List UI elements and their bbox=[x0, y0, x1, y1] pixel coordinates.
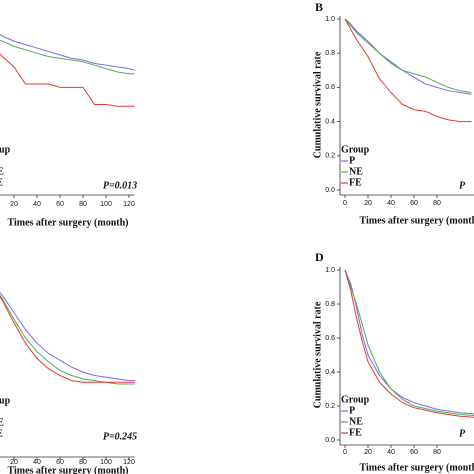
survival-curve bbox=[344, 18, 472, 123]
y-tick-label: 0.2 bbox=[325, 153, 335, 160]
x-tick-label: 100 bbox=[100, 459, 112, 466]
survival-curve bbox=[344, 269, 474, 415]
legend-title: Group bbox=[0, 144, 11, 155]
y-tick-label: 0.8 bbox=[325, 301, 335, 308]
legend-label: FE bbox=[349, 427, 362, 438]
x-tick-label: 80 bbox=[433, 200, 441, 207]
x-tick-label: 20 bbox=[364, 449, 372, 456]
x-tick-label: 40 bbox=[387, 449, 395, 456]
p-value: P bbox=[459, 180, 466, 191]
x-tick-label: 80 bbox=[79, 201, 87, 208]
legend-label: FE bbox=[0, 428, 3, 439]
legend-label: P bbox=[349, 155, 355, 166]
y-tick-label: 0.6 bbox=[325, 335, 335, 342]
survival-curve bbox=[0, 294, 135, 385]
legend-label: NE bbox=[0, 166, 4, 177]
survival-curve bbox=[344, 269, 474, 417]
y-tick-label: 0.0 bbox=[325, 437, 335, 444]
survival-curve bbox=[0, 34, 135, 71]
survival-curve bbox=[344, 18, 472, 94]
survival-curve bbox=[0, 53, 135, 107]
y-axis-title: Cumulative survival rate bbox=[312, 301, 323, 408]
legend-label: NE bbox=[349, 416, 363, 427]
x-tick-label: 40 bbox=[33, 459, 41, 466]
x-tick-label: 40 bbox=[33, 201, 41, 208]
survival-curve bbox=[0, 291, 135, 382]
x-tick-label: 0 bbox=[343, 200, 347, 207]
x-tick-label: 60 bbox=[410, 449, 418, 456]
p-value: P=0.245 bbox=[103, 431, 137, 442]
survival-curve bbox=[0, 295, 135, 383]
panel-label: B bbox=[315, 0, 323, 14]
y-tick-label: 1.0 bbox=[325, 16, 335, 23]
y-tick-label: 0.8 bbox=[325, 50, 335, 57]
legend-label: NE bbox=[349, 166, 363, 177]
p-value: P=0.013 bbox=[103, 180, 137, 191]
legend-title: Group bbox=[341, 144, 370, 155]
x-tick-label: 20 bbox=[364, 200, 372, 207]
y-tick-label: 0.2 bbox=[325, 403, 335, 410]
legend-label: FE bbox=[0, 177, 3, 188]
x-tick-label: 100 bbox=[100, 201, 112, 208]
x-tick-label: 20 bbox=[10, 459, 18, 466]
legend-title: Group bbox=[0, 395, 11, 406]
y-tick-label: 1.0 bbox=[325, 267, 335, 274]
x-tick-label: 20 bbox=[10, 201, 18, 208]
panel-label: D bbox=[315, 250, 324, 264]
x-axis-title: Times after surgery (month) bbox=[360, 462, 474, 473]
x-tick-label: 60 bbox=[410, 200, 418, 207]
x-tick-label: 120 bbox=[123, 201, 135, 208]
x-tick-label: 120 bbox=[123, 459, 135, 466]
x-tick-label: 40 bbox=[387, 200, 395, 207]
x-tick-label: 60 bbox=[56, 459, 64, 466]
x-tick-label: 80 bbox=[433, 449, 441, 456]
x-axis-title: Times after surgery (month) bbox=[8, 217, 129, 228]
y-axis-title: Cumulative survival rate bbox=[312, 51, 323, 158]
survival-curve bbox=[344, 269, 474, 418]
legend-label: P bbox=[349, 405, 355, 416]
y-tick-label: 0.6 bbox=[325, 84, 335, 91]
x-axis-title: Times after surgery (month) bbox=[8, 465, 129, 474]
x-axis-title: Times after surgery (month) bbox=[360, 215, 474, 226]
legend-label: FE bbox=[349, 177, 362, 188]
y-tick-label: 0.4 bbox=[325, 118, 335, 125]
p-value: P bbox=[459, 428, 466, 439]
survival-curve bbox=[0, 39, 135, 75]
legend-label: NE bbox=[0, 417, 4, 428]
x-tick-label: 0 bbox=[343, 449, 347, 456]
y-tick-label: 0.0 bbox=[325, 187, 335, 194]
x-tick-label: 80 bbox=[79, 459, 87, 466]
legend-title: Group bbox=[341, 394, 370, 405]
survival-curve bbox=[344, 18, 472, 95]
x-tick-label: 60 bbox=[56, 201, 64, 208]
y-tick-label: 0.4 bbox=[325, 369, 335, 376]
